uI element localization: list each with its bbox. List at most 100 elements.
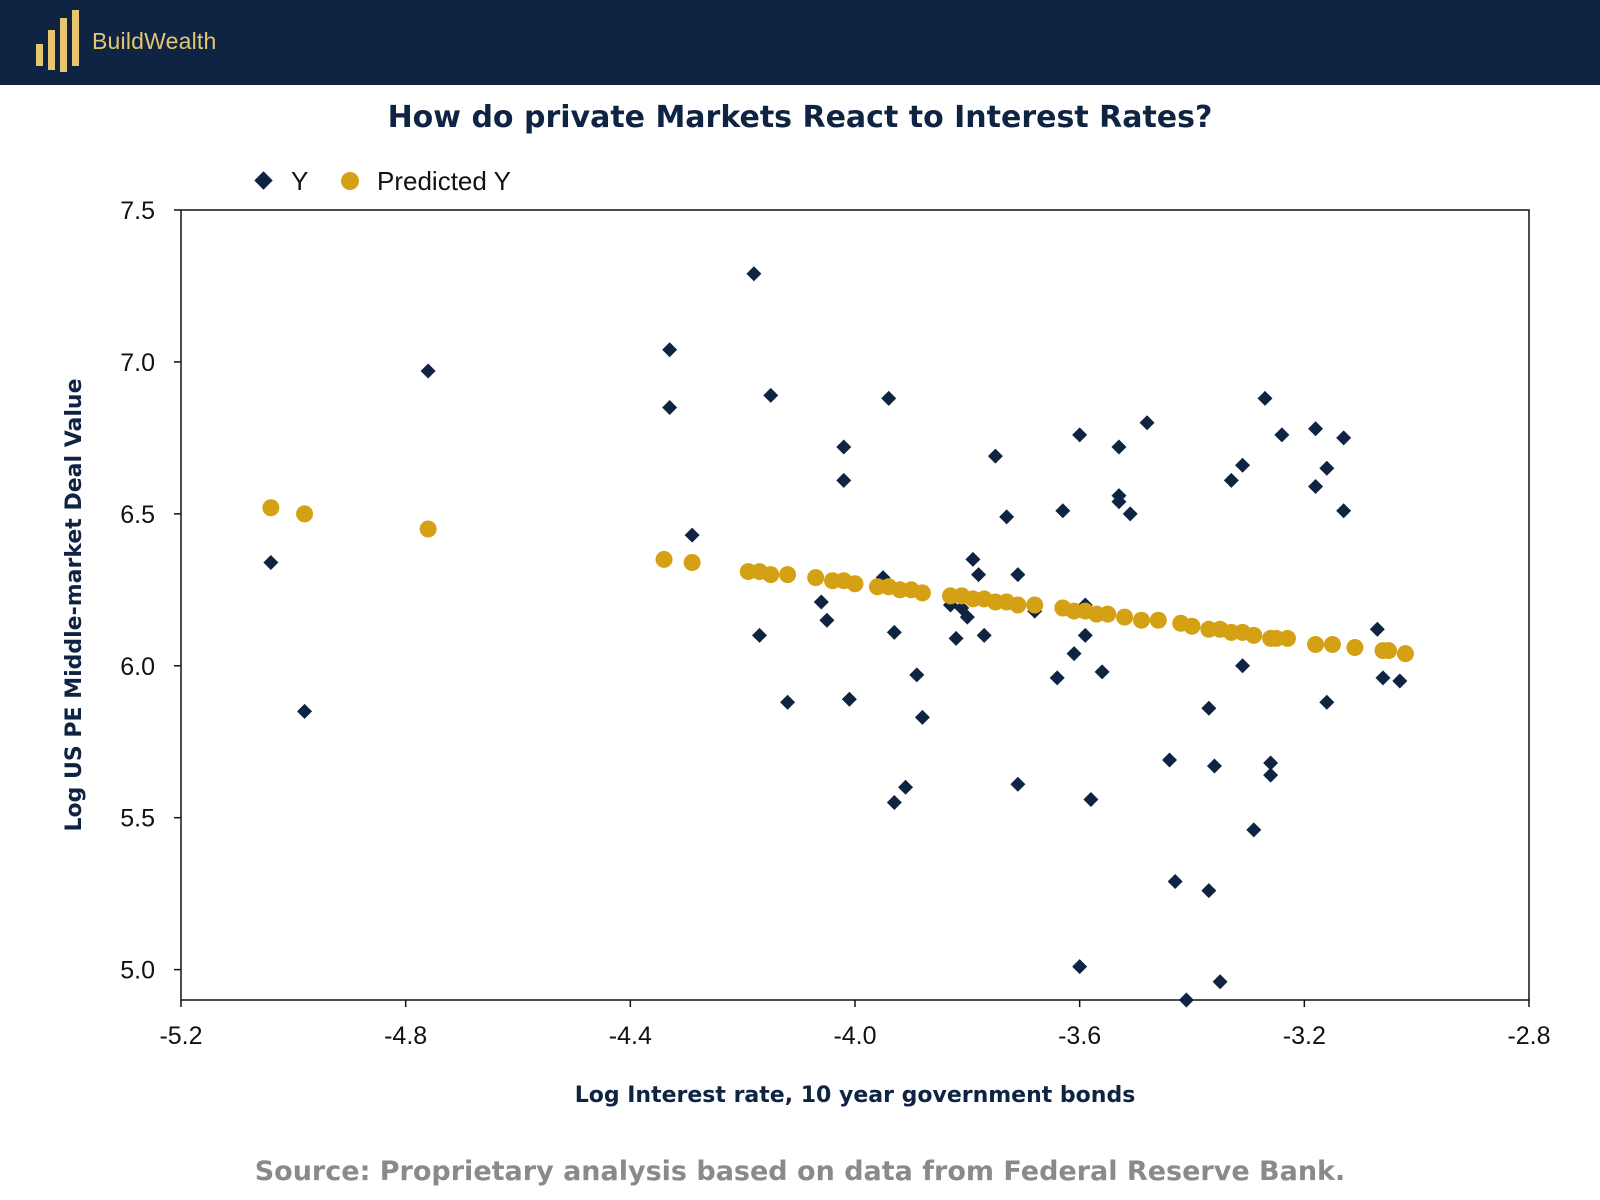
scatter-chart: Y Predicted Y 5.0 5.5 6.0 6.5 7.0 7.5 -5.2 -4.… (62, 166, 1551, 1108)
logo-bars-icon (36, 10, 79, 72)
legend-label-predicted: Predicted Y (377, 166, 511, 196)
point-y (1263, 767, 1279, 783)
point-predicted-y (913, 584, 931, 602)
point-y (948, 630, 964, 646)
point-y (881, 390, 897, 406)
y-axis-title: Log US PE Middle-market Deal Value (62, 378, 87, 831)
point-y (886, 795, 902, 810)
point-y (1139, 415, 1155, 431)
x-tick-label: -4.4 (609, 1022, 652, 1050)
point-y (836, 472, 852, 488)
point-predicted-y (655, 550, 673, 568)
point-y (1263, 755, 1279, 771)
x-tick-label: -3.2 (1283, 1022, 1326, 1050)
brand-name[interactable]: BuildWealth (92, 28, 217, 54)
point-predicted-y (1116, 608, 1134, 626)
point-predicted-y (1099, 605, 1117, 623)
x-tick-label: -4.8 (384, 1022, 427, 1050)
x-tick-label: -4.0 (833, 1022, 876, 1050)
point-y (1094, 664, 1110, 680)
point-y (662, 342, 678, 358)
y-tick-label: 6.5 (120, 501, 155, 529)
point-y (1167, 874, 1183, 889)
point-y (1055, 503, 1071, 519)
legend-marker-y (254, 171, 273, 190)
point-y (1206, 758, 1222, 774)
x-tick-label: -2.8 (1507, 1022, 1550, 1050)
point-y (914, 709, 930, 725)
point-predicted-y (1278, 629, 1296, 647)
point-y (1246, 822, 1262, 838)
header-bar: BuildWealth (0, 0, 1600, 85)
point-y (1223, 472, 1239, 488)
point-y (297, 703, 313, 719)
y-tick-label: 7.5 (120, 197, 155, 225)
y-tick-label: 6.0 (120, 653, 155, 681)
point-y (1049, 670, 1065, 686)
point-y (1274, 427, 1290, 443)
point-predicted-y (1380, 642, 1398, 660)
point-predicted-y (1009, 596, 1027, 614)
point-y (1072, 427, 1088, 443)
point-y (1235, 658, 1251, 674)
data-points (262, 266, 1414, 1008)
point-y (752, 627, 768, 643)
point-y (1201, 700, 1217, 716)
point-y (1212, 974, 1228, 990)
point-predicted-y (419, 520, 437, 538)
point-y (1319, 460, 1335, 476)
point-predicted-y (779, 566, 797, 584)
point-y (836, 439, 852, 455)
point-predicted-y (683, 553, 701, 571)
legend-marker-predicted (341, 172, 359, 190)
source-note: Source: Proprietary analysis based on da… (254, 1156, 1346, 1187)
point-predicted-y (846, 575, 864, 593)
point-predicted-y (1323, 636, 1341, 653)
point-y (1083, 791, 1099, 807)
point-y (1066, 646, 1082, 662)
point-y (1111, 494, 1127, 510)
point-predicted-y (296, 505, 314, 523)
point-y (819, 612, 835, 628)
point-y (1162, 752, 1178, 768)
point-predicted-y (262, 499, 280, 517)
point-predicted-y (1132, 611, 1150, 629)
point-predicted-y (1183, 617, 1201, 635)
point-predicted-y (1346, 639, 1364, 657)
point-y (987, 448, 1003, 464)
point-y (1201, 883, 1217, 899)
point-y (1375, 670, 1391, 686)
x-tick-label: -5.2 (159, 1022, 202, 1050)
x-axis: -5.2 -4.8 -4.4 -4.0 -3.6 -3.2 -2.8 (159, 1000, 1551, 1050)
point-y (886, 624, 902, 640)
point-y (841, 691, 857, 707)
point-y (1235, 457, 1251, 473)
point-y (420, 363, 436, 379)
point-y (1010, 776, 1026, 792)
y-tick-label: 5.0 (120, 957, 155, 985)
point-y (1308, 421, 1324, 437)
point-y (976, 627, 992, 643)
point-y (1336, 430, 1352, 446)
point-predicted-y (1149, 611, 1167, 629)
point-y (746, 266, 762, 282)
point-predicted-y (1396, 645, 1414, 663)
point-y (1336, 503, 1352, 519)
chart-title: How do private Markets React to Interest… (387, 100, 1213, 135)
point-y (1010, 567, 1026, 583)
point-y (965, 551, 981, 567)
point-y (780, 694, 796, 710)
point-y (959, 609, 975, 625)
point-predicted-y (1026, 596, 1044, 614)
y-tick-label: 7.0 (120, 349, 155, 377)
legend-label-y: Y (291, 166, 308, 196)
point-y (1308, 479, 1324, 494)
plot-area-border (180, 209, 1530, 1001)
point-y (999, 509, 1015, 525)
point-y (1122, 506, 1138, 522)
x-tick-label: -3.6 (1058, 1022, 1101, 1050)
point-y (1077, 627, 1093, 643)
x-axis-title: Log Interest rate, 10 year government bo… (575, 1083, 1136, 1108)
point-y (1111, 439, 1127, 455)
point-y (763, 387, 779, 403)
